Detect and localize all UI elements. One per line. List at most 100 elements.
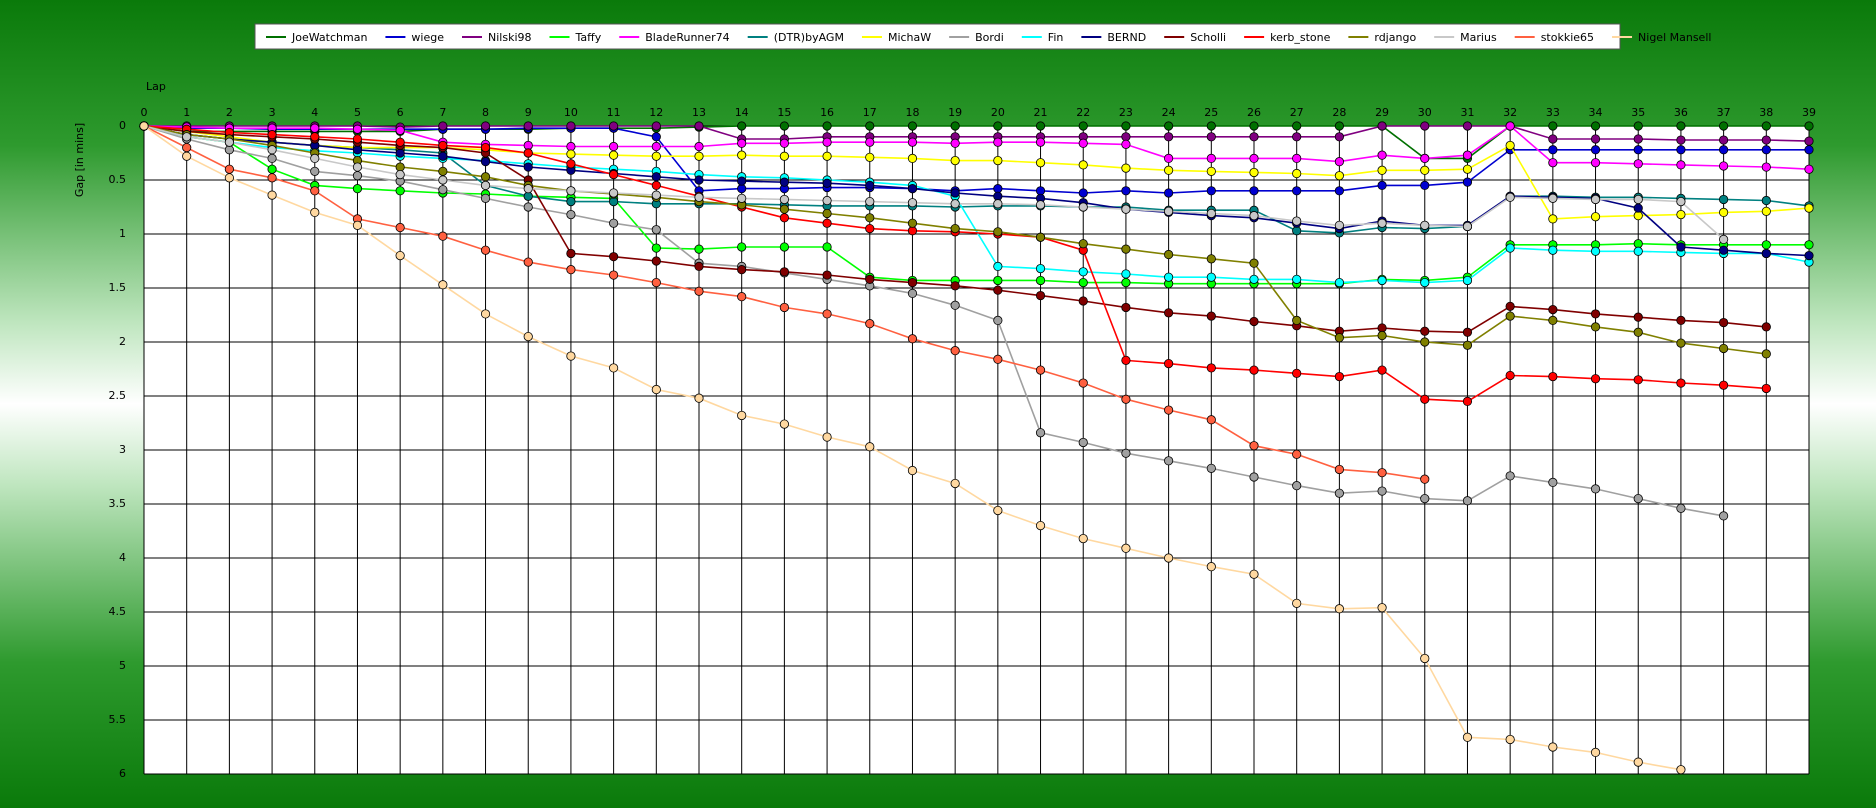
x-tick-label: 24	[1162, 106, 1176, 119]
data-point	[1078, 239, 1088, 249]
data-point	[1292, 449, 1302, 459]
data-point	[224, 145, 234, 155]
data-point	[694, 286, 704, 296]
data-point	[1548, 742, 1558, 752]
data-point	[1761, 206, 1771, 216]
data-point	[694, 261, 704, 271]
data-point	[950, 281, 960, 291]
data-point	[438, 140, 448, 151]
data-point	[609, 188, 619, 198]
data-point	[395, 170, 405, 180]
data-point	[1505, 734, 1515, 745]
data-point	[609, 270, 619, 280]
data-point	[651, 121, 661, 131]
data-point	[779, 121, 789, 131]
x-tick-label: 0	[141, 106, 148, 119]
data-point	[907, 153, 918, 163]
legend-label: MichaW	[888, 31, 931, 44]
data-point	[1249, 186, 1259, 196]
data-point	[1078, 437, 1088, 448]
data-point	[1377, 165, 1387, 175]
x-tick-label: 28	[1332, 106, 1346, 119]
data-point	[1505, 370, 1515, 381]
data-point	[1164, 132, 1174, 142]
data-point	[1292, 153, 1302, 163]
legend-label: BladeRunner74	[645, 31, 729, 44]
data-point	[438, 166, 448, 176]
series-line	[143, 124, 1810, 170]
data-point	[1078, 277, 1088, 288]
data-point	[1078, 533, 1088, 544]
data-point	[907, 277, 918, 288]
data-point	[1206, 415, 1216, 425]
data-point	[480, 193, 491, 203]
data-point	[1377, 486, 1387, 496]
series-line	[144, 125, 1810, 142]
data-point	[1121, 269, 1131, 279]
legend-label: Nigel Mansell	[1638, 31, 1711, 44]
data-point	[865, 197, 875, 207]
data-point	[1206, 363, 1216, 373]
data-point	[224, 173, 234, 183]
data-point	[1719, 161, 1729, 171]
data-point	[1590, 194, 1601, 205]
data-point	[694, 192, 704, 202]
data-point	[950, 300, 960, 310]
data-point	[1676, 121, 1686, 131]
data-point	[993, 285, 1003, 295]
data-point	[694, 393, 704, 403]
data-point	[609, 150, 619, 160]
data-point	[139, 121, 149, 131]
data-point	[1164, 206, 1174, 216]
data-point	[352, 145, 363, 155]
data-point	[737, 176, 747, 186]
data-point	[1420, 220, 1430, 230]
data-point	[865, 274, 875, 284]
data-point	[1164, 165, 1174, 175]
data-point	[1164, 121, 1174, 131]
data-point	[1462, 496, 1473, 506]
data-point	[1804, 251, 1814, 261]
data-point	[1462, 221, 1473, 232]
data-point	[1164, 553, 1174, 563]
x-tick-label: 39	[1802, 106, 1816, 119]
x-tick-label: 34	[1589, 106, 1603, 119]
data-point	[1206, 153, 1216, 163]
x-tick-label: 4	[311, 106, 318, 119]
y-tick-label: 6	[119, 767, 126, 780]
data-point	[523, 191, 533, 201]
data-point	[1633, 757, 1643, 767]
data-point	[865, 224, 875, 234]
data-point	[1078, 160, 1088, 170]
data-point	[224, 164, 234, 174]
data-point	[352, 171, 363, 181]
data-point	[1719, 194, 1729, 205]
data-point	[950, 224, 960, 234]
series-line	[143, 125, 1809, 285]
data-point	[1676, 765, 1686, 775]
y-tick-label: 4	[119, 551, 126, 564]
legend-item: Scholli	[1164, 31, 1226, 44]
data-point	[1249, 569, 1259, 579]
data-point	[566, 186, 576, 196]
data-point	[267, 190, 277, 200]
data-point	[993, 315, 1003, 325]
data-point	[480, 157, 491, 167]
data-point	[779, 419, 789, 429]
data-point	[1633, 375, 1643, 385]
data-point	[1206, 208, 1216, 219]
data-point	[523, 140, 533, 151]
data-point	[822, 195, 832, 206]
data-point	[1761, 135, 1771, 145]
data-point	[1462, 164, 1473, 174]
x-tick-label: 38	[1759, 106, 1773, 119]
data-point	[1420, 337, 1430, 347]
data-point	[566, 209, 576, 220]
data-point	[865, 442, 875, 452]
data-point	[1377, 323, 1387, 333]
data-point	[1206, 562, 1216, 572]
data-point	[1164, 272, 1174, 282]
data-point	[1249, 274, 1259, 284]
x-tick-label: 6	[397, 106, 404, 119]
